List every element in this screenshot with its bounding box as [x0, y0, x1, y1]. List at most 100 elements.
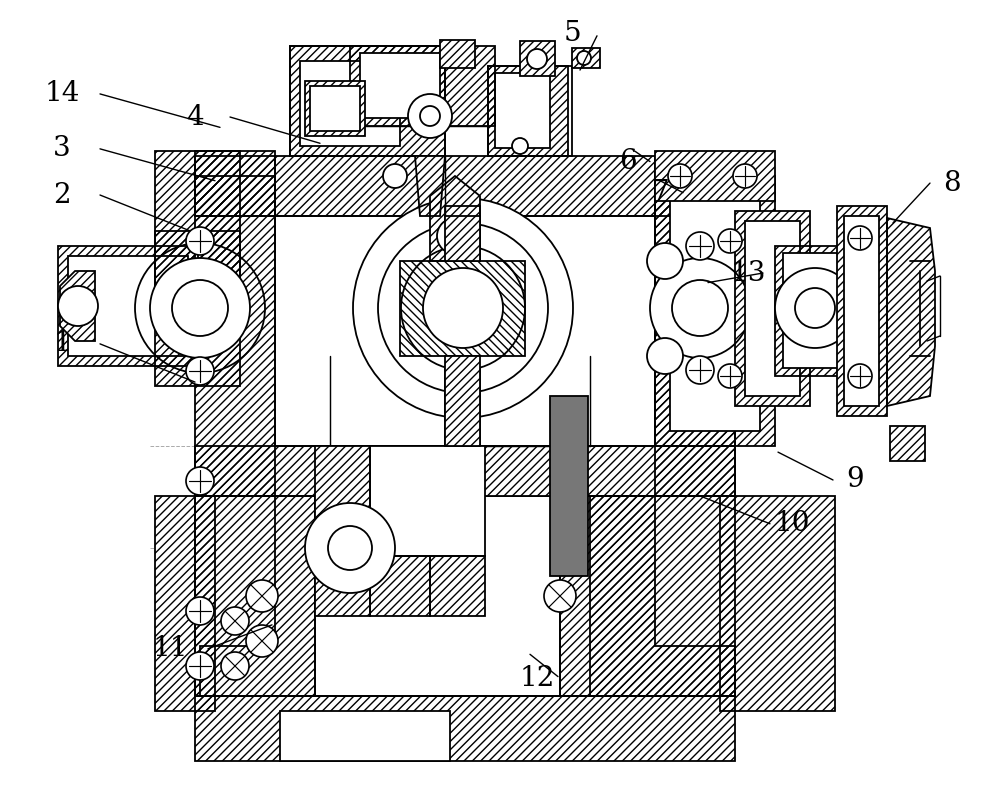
Bar: [488, 66, 568, 156]
Bar: [58, 246, 198, 366]
Bar: [350, 46, 495, 126]
Bar: [195, 696, 735, 761]
Circle shape: [328, 526, 372, 570]
Text: 11: 11: [152, 635, 188, 662]
Circle shape: [246, 625, 278, 657]
Text: 6: 6: [619, 148, 637, 175]
Polygon shape: [430, 176, 480, 261]
Circle shape: [186, 227, 214, 255]
Circle shape: [420, 106, 440, 126]
Bar: [290, 46, 445, 156]
Polygon shape: [400, 261, 525, 356]
Bar: [300, 61, 400, 146]
Circle shape: [527, 49, 547, 69]
Bar: [775, 246, 855, 376]
Bar: [195, 151, 275, 216]
Bar: [488, 66, 568, 156]
Circle shape: [544, 580, 576, 612]
Circle shape: [647, 338, 683, 374]
Bar: [370, 556, 430, 616]
Bar: [890, 426, 925, 461]
Circle shape: [423, 268, 503, 348]
Bar: [155, 496, 215, 711]
Bar: [305, 81, 365, 136]
Polygon shape: [195, 496, 275, 696]
Bar: [195, 176, 275, 496]
Bar: [350, 46, 495, 126]
Circle shape: [246, 580, 278, 612]
Circle shape: [795, 288, 835, 328]
Bar: [560, 496, 735, 696]
Text: 5: 5: [563, 20, 581, 47]
Bar: [305, 81, 365, 136]
Bar: [655, 176, 735, 496]
Text: 12: 12: [519, 665, 555, 693]
Circle shape: [58, 286, 98, 326]
Circle shape: [186, 652, 214, 680]
Bar: [195, 696, 735, 761]
Circle shape: [305, 503, 395, 593]
Bar: [290, 46, 445, 156]
Text: 10: 10: [774, 510, 810, 537]
Circle shape: [733, 164, 757, 188]
Text: 4: 4: [186, 103, 204, 131]
Bar: [195, 176, 275, 496]
Circle shape: [437, 218, 473, 254]
Bar: [495, 73, 550, 148]
Bar: [195, 156, 735, 216]
Polygon shape: [415, 156, 445, 216]
Polygon shape: [445, 216, 480, 261]
Bar: [445, 206, 480, 446]
Bar: [844, 216, 879, 406]
Circle shape: [186, 357, 214, 385]
Bar: [155, 496, 215, 711]
Bar: [572, 48, 600, 68]
Bar: [655, 151, 775, 201]
Bar: [155, 151, 240, 306]
Bar: [783, 253, 848, 368]
Bar: [155, 231, 240, 386]
Bar: [572, 48, 600, 68]
Bar: [280, 711, 450, 761]
Bar: [655, 151, 775, 201]
Circle shape: [668, 164, 692, 188]
Circle shape: [775, 268, 855, 348]
Bar: [58, 246, 198, 366]
Circle shape: [221, 652, 249, 680]
Bar: [370, 446, 485, 556]
Bar: [68, 256, 188, 356]
Bar: [195, 496, 315, 696]
Polygon shape: [590, 496, 735, 696]
Circle shape: [378, 223, 548, 393]
Text: 7: 7: [651, 179, 669, 206]
Bar: [155, 231, 240, 386]
Polygon shape: [887, 218, 935, 406]
Text: 3: 3: [53, 135, 71, 162]
Bar: [735, 211, 810, 406]
Bar: [745, 221, 800, 396]
Bar: [440, 40, 475, 68]
Circle shape: [577, 51, 591, 65]
Circle shape: [686, 356, 714, 384]
Circle shape: [401, 246, 525, 370]
Bar: [195, 446, 735, 496]
Circle shape: [848, 364, 872, 388]
Bar: [655, 176, 775, 446]
Bar: [400, 261, 525, 356]
Bar: [720, 496, 835, 711]
Bar: [195, 151, 275, 216]
Circle shape: [221, 607, 249, 635]
Bar: [775, 246, 855, 376]
Circle shape: [686, 232, 714, 260]
Circle shape: [186, 467, 214, 495]
Bar: [360, 53, 440, 118]
Polygon shape: [445, 356, 480, 446]
Circle shape: [172, 280, 228, 336]
Text: 14: 14: [44, 80, 80, 107]
Bar: [560, 496, 735, 696]
Circle shape: [718, 364, 742, 388]
Bar: [720, 496, 835, 711]
Circle shape: [848, 226, 872, 250]
Bar: [195, 496, 315, 696]
Circle shape: [408, 94, 452, 138]
